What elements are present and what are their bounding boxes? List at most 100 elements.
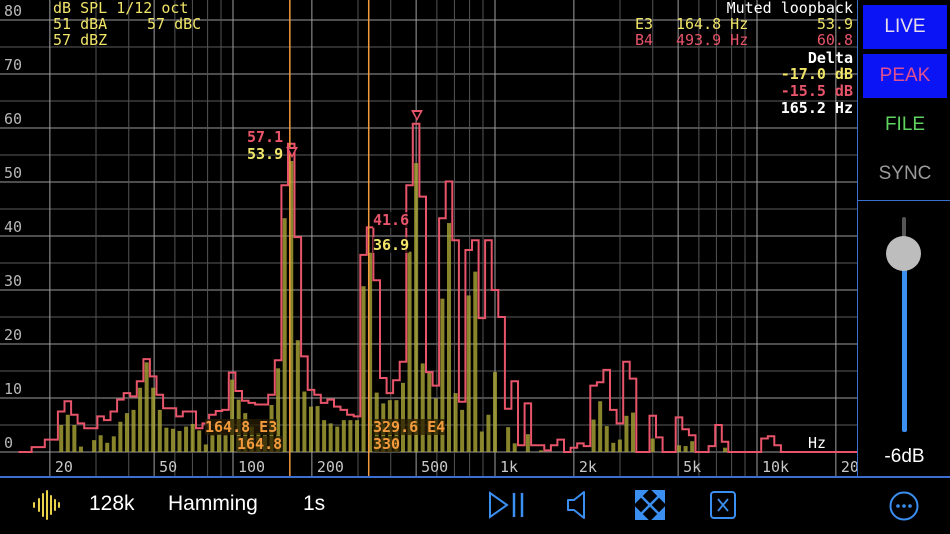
live-bar <box>98 435 103 452</box>
play-pause-icon[interactable] <box>487 490 527 520</box>
gain-slider-track[interactable] <box>902 217 906 253</box>
x-tick-label: 10k <box>762 458 789 476</box>
clear-icon[interactable] <box>709 490 737 520</box>
dbc-readout: 57 dBC <box>147 15 202 33</box>
live-bar <box>460 409 465 452</box>
live-bar <box>151 387 156 452</box>
expand-icon[interactable] <box>635 490 665 520</box>
x-axis-ticks: 20 50 100 200 500 1k 2k 5k 10k 20k <box>55 458 857 476</box>
fft-size-button[interactable]: 128k <box>89 492 135 515</box>
live-value-label: 53.9 <box>247 145 284 163</box>
live-bar <box>617 439 622 452</box>
cursor-label: 329.6 E4 <box>373 418 446 436</box>
y-tick-label: 80 <box>4 2 23 20</box>
source-label: Muted loopback <box>726 0 853 17</box>
peak-value-label: 41.6 <box>373 211 410 229</box>
live-bar <box>302 391 307 452</box>
live-bar <box>354 420 359 452</box>
live-bar <box>414 163 419 452</box>
live-bar <box>223 435 228 452</box>
y-tick-label: 10 <box>4 380 23 398</box>
live-value-label: 36.9 <box>373 236 410 254</box>
delta-label: Delta <box>807 49 853 67</box>
live-bar <box>683 446 688 452</box>
live-bar <box>506 427 511 452</box>
cursor-freq-label: 164.8 <box>237 435 283 453</box>
live-bar <box>315 406 320 452</box>
bottom-toolbar: 128k Hamming 1s <box>0 476 950 534</box>
x-tick-label: 1k <box>500 458 518 476</box>
live-bar <box>230 379 235 452</box>
marker-live-note: E3 <box>635 15 654 33</box>
x-unit-label: Hz <box>808 434 827 452</box>
cursor-label: 164.8 E3 <box>205 418 278 436</box>
live-bar <box>105 442 110 452</box>
peak-marker-icon <box>286 147 298 158</box>
file-button[interactable]: FILE <box>884 114 926 135</box>
live-bar <box>308 406 313 452</box>
live-bar <box>65 414 70 452</box>
y-tick-label: 0 <box>4 434 14 452</box>
marker-live-level: 53.9 <box>816 15 853 33</box>
live-bar <box>361 286 366 452</box>
live-bar <box>177 430 182 452</box>
scale-title: dB SPL 1/12 oct <box>53 0 189 17</box>
live-bar <box>611 442 616 452</box>
live-bar <box>525 434 530 452</box>
live-bar <box>124 413 129 452</box>
x-tick-label: 500 <box>421 458 448 476</box>
live-bar <box>400 382 405 452</box>
gain-slider-thumb[interactable] <box>886 236 921 271</box>
speaker-icon[interactable] <box>566 490 588 520</box>
waveform-icon[interactable] <box>32 490 60 520</box>
x-tick-label: 2k <box>579 458 597 476</box>
live-bar <box>473 271 478 452</box>
live-bar <box>335 426 340 452</box>
live-bar <box>118 421 123 452</box>
live-bar <box>631 412 636 452</box>
marker-peak-level: 60.8 <box>816 31 853 49</box>
live-bar <box>604 426 609 452</box>
live-bar <box>650 438 655 452</box>
live-bar <box>453 393 458 452</box>
delta-live: -17.0 dB <box>780 65 853 83</box>
peak-button[interactable]: PEAK <box>863 54 947 98</box>
live-bar <box>131 409 136 452</box>
delta-freq: 165.2 Hz <box>780 99 853 117</box>
live-bar <box>486 414 491 452</box>
spectrum-plot[interactable]: 20501002005001k2k5k10k20k <box>0 0 857 476</box>
live-bar <box>92 440 97 452</box>
peak-value-label: 57.1 <box>247 128 284 146</box>
live-bar <box>276 368 281 452</box>
y-tick-label: 30 <box>4 272 23 290</box>
live-bar <box>624 415 629 452</box>
x-tick-label: 100 <box>238 458 265 476</box>
divider <box>858 200 950 201</box>
window-function-button[interactable]: Hamming <box>168 492 258 515</box>
live-bar <box>466 295 471 452</box>
live-bar <box>164 427 169 452</box>
live-bar <box>289 160 294 452</box>
live-bar <box>407 251 412 452</box>
dbz-readout: 57 dBZ <box>53 31 108 49</box>
sync-button[interactable]: SYNC <box>878 163 932 184</box>
live-bar <box>190 423 195 452</box>
live-bar <box>184 426 189 452</box>
live-bar <box>368 252 373 452</box>
gain-slider-fill[interactable] <box>902 253 907 432</box>
cursor-lines[interactable] <box>289 0 370 476</box>
marker-peak-note: B4 <box>635 31 654 49</box>
live-bar <box>322 420 327 452</box>
live-bar <box>446 223 451 452</box>
live-bar <box>59 425 64 452</box>
averaging-button[interactable]: 1s <box>303 492 326 515</box>
peak-series-line <box>18 122 857 453</box>
live-bars <box>59 160 728 452</box>
live-bar <box>203 444 208 452</box>
live-button[interactable]: LIVE <box>863 5 947 49</box>
gain-label: -6dB <box>884 446 925 467</box>
live-bar <box>427 372 432 452</box>
more-icon[interactable] <box>888 490 920 522</box>
y-tick-label: 50 <box>4 164 23 182</box>
live-bar <box>295 340 300 452</box>
